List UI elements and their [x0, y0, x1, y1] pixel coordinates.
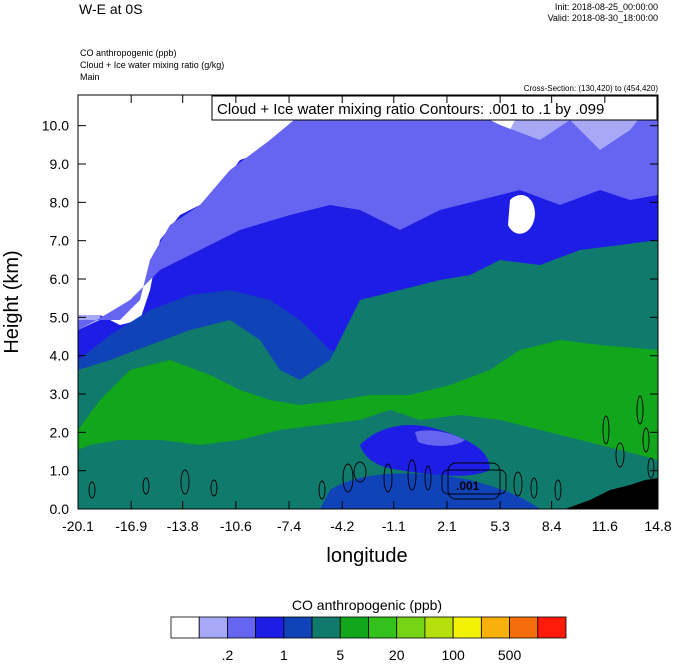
- x-tick-label: 14.8: [644, 518, 671, 534]
- colorbar-swatch: [424, 616, 454, 639]
- colorbar-title: CO anthropogenic (ppb): [292, 597, 442, 613]
- subtitle-co: CO anthropogenic (ppb): [80, 48, 177, 58]
- y-tick-label: 0.0: [50, 501, 70, 517]
- contour-ring: [180, 469, 190, 495]
- y-tick-label: 2.0: [50, 424, 70, 440]
- field-medium-blue: [78, 95, 658, 330]
- colorbar-swatch: [368, 616, 398, 639]
- y-tick-label: 1.0: [50, 463, 70, 479]
- colorbar-swatch: [311, 616, 341, 639]
- contour-ring: [615, 442, 625, 468]
- colorbar-label: 20: [389, 647, 405, 663]
- y-axis: 0.0 1.0 2.0 3.0 4.0 5.0 6.0 7.0 8.0 9.0 10.0: [42, 118, 658, 517]
- contour-ring: [318, 480, 326, 500]
- contour-ring: [342, 463, 354, 493]
- contour-ring: [636, 395, 644, 425]
- colorbar-label: 1: [280, 647, 288, 663]
- contour-title: Cloud + Ice water mixing ratio Contours:…: [217, 101, 604, 118]
- colorbar-swatch: [283, 616, 313, 639]
- plot-title: W-E at 0S: [79, 1, 143, 17]
- colorbar-swatch: [198, 616, 228, 639]
- contour-ring: [407, 459, 417, 491]
- subtitle-cloud: Cloud + Ice water mixing ratio (g/kg): [80, 60, 225, 70]
- init-time: Init: 2018-08-25_00:00:00: [554, 2, 658, 12]
- subtitle-main: Main: [80, 72, 100, 82]
- y-tick-label: 6.0: [50, 271, 70, 287]
- y-tick-label: 8.0: [50, 194, 70, 210]
- y-tick-label: 7.0: [50, 233, 70, 249]
- colorbar: [170, 616, 567, 639]
- contour-ring: [88, 481, 96, 499]
- x-tick-label: -16.9: [115, 518, 147, 534]
- contour-ring: [530, 477, 538, 499]
- y-tick-label: 3.0: [50, 386, 70, 402]
- field-medium-blue-low: [415, 430, 465, 446]
- colorbar-swatch: [227, 616, 257, 639]
- x-tick-label: -7.4: [277, 518, 301, 534]
- x-tick-label: -1.1: [382, 518, 406, 534]
- x-tick-label: 2.1: [437, 518, 457, 534]
- contour-ring: [447, 462, 501, 500]
- colorbar-label: 500: [498, 647, 522, 663]
- x-tick-label: -10.6: [220, 518, 252, 534]
- contour-title-box: [211, 95, 658, 121]
- colorbar-swatch: [452, 616, 482, 639]
- contour-ring: [513, 471, 523, 497]
- contour-ring: [383, 463, 393, 493]
- x-axis-title: longitude: [326, 545, 407, 567]
- colorbar-swatch: [480, 616, 510, 639]
- colorbar-label: .2: [222, 647, 234, 663]
- co-field: [78, 95, 658, 509]
- terrain: [565, 478, 658, 509]
- colorbar-labels: .2 1 5 20 100 500: [222, 647, 522, 663]
- y-tick-label: 5.0: [50, 309, 70, 325]
- contour-ring: [142, 477, 150, 495]
- x-tick-label: 11.6: [592, 518, 618, 534]
- cloud-contours: [88, 395, 655, 501]
- field-clear-west: [78, 95, 330, 325]
- y-tick-label: 4.0: [50, 348, 70, 364]
- y-tick-label: 9.0: [50, 156, 70, 172]
- contour-ring: [353, 461, 367, 483]
- x-tick-label: 8.4: [542, 518, 562, 534]
- colorbar-label: 100: [441, 647, 465, 663]
- contour-ring: [441, 469, 507, 495]
- colorbar-swatch: [339, 616, 369, 639]
- y-axis-title: Height (km): [1, 250, 23, 353]
- contour-ring: [210, 479, 218, 497]
- x-tick-label: -20.1: [62, 518, 94, 534]
- cross-section-label: Cross-Section: (130,420) to (454,420): [523, 84, 658, 93]
- plot-frame: [77, 94, 659, 510]
- colorbar-swatch: [255, 616, 285, 639]
- colorbar-swatch: [170, 616, 200, 639]
- contour-ring: [554, 479, 562, 501]
- contour-ring: [647, 457, 655, 479]
- valid-time: Valid: 2018-08-30_18:00:00: [547, 13, 658, 23]
- colorbar-swatch: [537, 616, 567, 639]
- contour-ring: [424, 465, 432, 491]
- x-axis: -20.1 -16.9 -13.8 -10.6 -7.4 -4.2 -1.1 2.1 5.3 8.…: [62, 95, 672, 534]
- x-tick-label: 5.3: [490, 518, 510, 534]
- contour-ring: [602, 415, 610, 445]
- field-dark-blue-surface: [320, 473, 540, 509]
- y-tick-label: 10.0: [42, 118, 69, 134]
- field-teal-low: [78, 410, 658, 509]
- colorbar-swatch: [509, 616, 539, 639]
- field-green: [78, 340, 658, 460]
- x-tick-label: -4.2: [330, 518, 354, 534]
- x-tick-label: -13.8: [167, 518, 199, 534]
- contour-ring: [642, 427, 650, 453]
- contour-label: .001: [456, 479, 480, 493]
- field-clear-patch: [508, 195, 535, 234]
- colorbar-swatch: [396, 616, 426, 639]
- colorbar-label: 5: [336, 647, 344, 663]
